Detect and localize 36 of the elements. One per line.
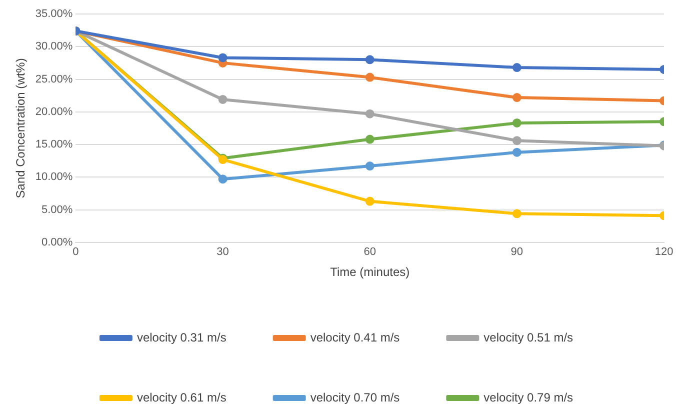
x-axis-title: Time (minutes) bbox=[330, 265, 410, 280]
legend-label: velocity 0.51 m/s bbox=[484, 330, 574, 344]
y-tick-label: 25.00% bbox=[35, 73, 73, 86]
legend-label: velocity 0.31 m/s bbox=[136, 330, 226, 344]
x-tick-label: 0 bbox=[72, 246, 79, 258]
point bbox=[365, 72, 374, 82]
point bbox=[365, 109, 374, 118]
point bbox=[512, 63, 522, 72]
y-tick-label: 0.00% bbox=[42, 236, 73, 248]
x-tick-label: 60 bbox=[364, 246, 376, 258]
y-tick-label: 35.00% bbox=[35, 8, 73, 20]
point bbox=[218, 94, 228, 104]
point bbox=[365, 196, 374, 206]
y-axis-title: Sand Concentration (wt%) bbox=[14, 58, 28, 198]
point bbox=[365, 162, 374, 171]
legend-label: velocity 0.41 m/s bbox=[310, 330, 400, 344]
point bbox=[512, 148, 522, 157]
legend-label: velocity 0.61 m/s bbox=[136, 390, 226, 404]
y-tick-label: 20.00% bbox=[35, 106, 73, 118]
y-tick-label: 5.00% bbox=[42, 204, 73, 216]
x-tick-label: 90 bbox=[510, 246, 524, 258]
point bbox=[512, 93, 522, 102]
x-tick-label: 30 bbox=[216, 246, 229, 258]
y-tick-label: 30.00% bbox=[35, 40, 73, 53]
legend-label: velocity 0.70 m/s bbox=[310, 390, 400, 404]
y-tick-label: 10.00% bbox=[35, 171, 73, 184]
point bbox=[218, 53, 228, 62]
point bbox=[512, 209, 522, 218]
point bbox=[365, 134, 374, 144]
point bbox=[218, 174, 228, 184]
point bbox=[512, 118, 522, 128]
y-tick-label: 15.00% bbox=[35, 138, 73, 151]
point bbox=[512, 136, 522, 146]
x-tick-label: 120 bbox=[654, 246, 674, 258]
legend-label: velocity 0.79 m/s bbox=[484, 390, 574, 404]
point bbox=[365, 55, 374, 64]
